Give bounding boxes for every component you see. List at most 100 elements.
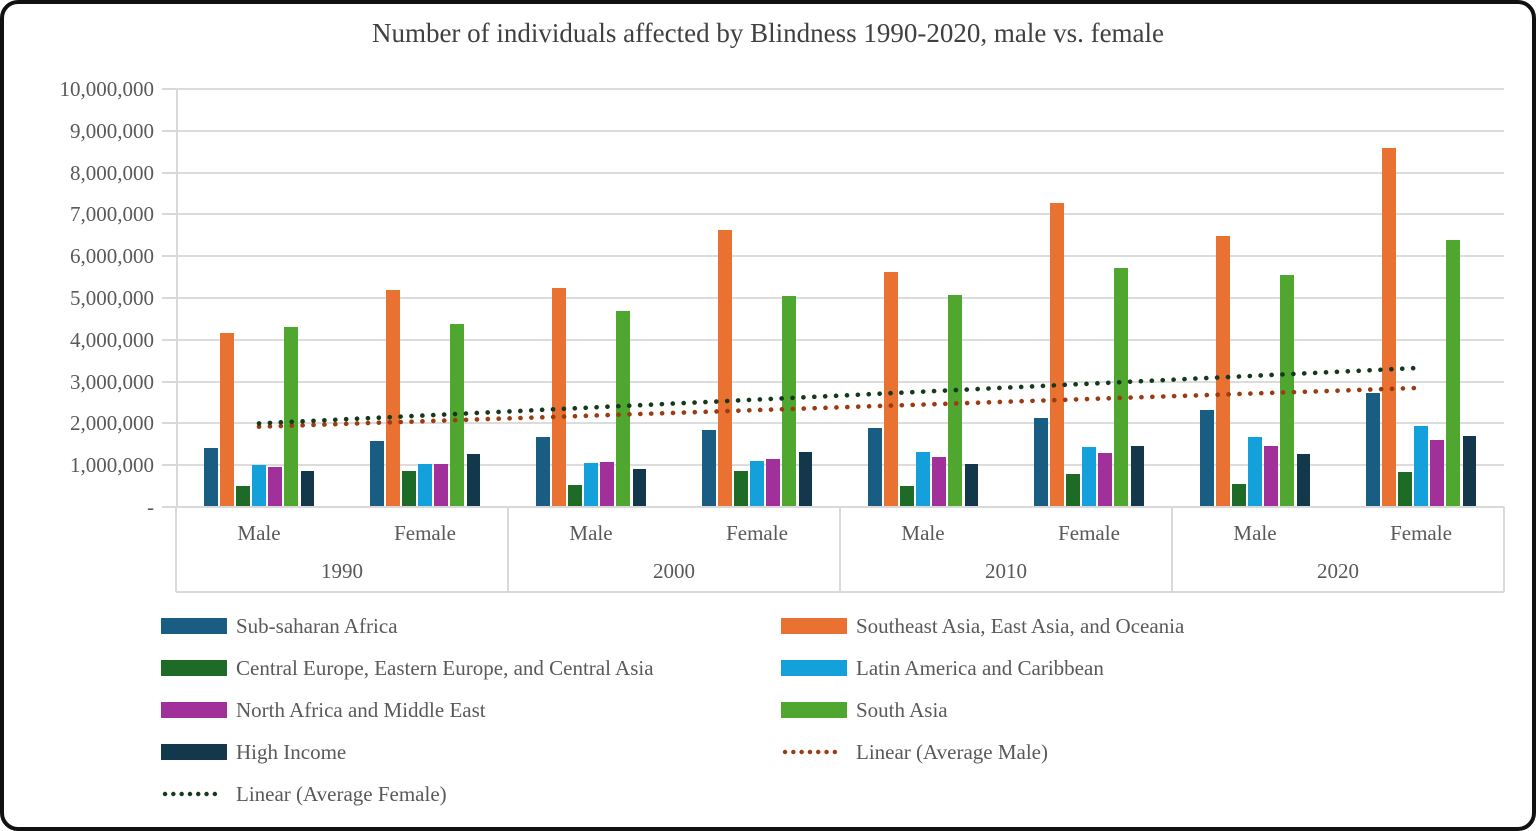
x-axis-subgroup-label: Female	[1390, 521, 1452, 545]
bar-high-income-2000-male	[632, 469, 646, 507]
bar-south-asia-2010-female	[1114, 267, 1128, 507]
trendline-linear-average-male	[256, 385, 1424, 430]
x-axis-subgroup-label: Male	[901, 521, 945, 545]
bar-central-europe-eastern-europe-and-central-asia-2020-male	[1232, 483, 1246, 507]
y-axis-label: 3,000,000	[70, 369, 154, 394]
legend-central-europe-eastern-europe-and-central-asia-label: Central Europe, Eastern Europe, and Cent…	[236, 656, 654, 680]
bar-latin-america-and-caribbean-2020-male	[1248, 436, 1262, 507]
gridline	[176, 213, 1504, 216]
y-axis-label: 4,000,000	[70, 327, 154, 352]
gridline	[176, 88, 1504, 90]
bar-south-asia-2020-female	[1446, 240, 1460, 507]
bar-north-africa-and-middle-east-1990-male	[268, 467, 282, 507]
legend-high-income-label: High Income	[236, 740, 347, 764]
y-axis-tick	[162, 255, 176, 258]
x-axis-group-divider	[839, 507, 841, 592]
bar-high-income-2010-female	[1130, 445, 1144, 507]
bar-north-africa-and-middle-east-2000-female	[766, 458, 780, 507]
bar-sub-saharan-africa-1990-female	[370, 440, 384, 507]
bar-sub-saharan-africa-2020-female	[1366, 392, 1380, 507]
bar-sub-saharan-africa-2010-female	[1034, 417, 1048, 507]
legend-southeast-asia-east-asia-and-oceania-label: Southeast Asia, East Asia, and Oceania	[856, 614, 1185, 638]
legend-north-africa-and-middle-east-swatch	[161, 702, 227, 718]
bar-sub-saharan-africa-2000-male	[536, 437, 550, 507]
bar-high-income-1990-male	[300, 470, 314, 507]
y-axis-label: 1,000,000	[70, 453, 154, 478]
legend-latin-america-and-caribbean-label: Latin America and Caribbean	[856, 656, 1104, 680]
y-axis-tick	[162, 422, 176, 425]
bar-high-income-2000-female	[798, 452, 812, 507]
bar-southeast-asia-east-asia-and-oceania-2020-male	[1216, 236, 1230, 507]
bar-sub-saharan-africa-2020-male	[1200, 409, 1214, 507]
y-axis-label: 6,000,000	[70, 244, 154, 269]
bar-central-europe-eastern-europe-and-central-asia-1990-female	[402, 471, 416, 507]
trendlines-overlay	[256, 365, 1424, 430]
x-axis-subgroup-label: Female	[1058, 521, 1120, 545]
bar-latin-america-and-caribbean-2020-female	[1414, 426, 1428, 507]
gridline	[176, 171, 1504, 174]
gridline	[176, 464, 1504, 467]
y-axis-tick	[162, 464, 176, 467]
x-axis-box-bottom	[176, 591, 1504, 593]
x-axis-subgroup-label: Male	[237, 521, 281, 545]
bar-north-africa-and-middle-east-2020-male	[1264, 446, 1278, 507]
x-axis-group-divider	[507, 507, 509, 592]
legend-linear-average-female-swatch	[162, 791, 226, 797]
bar-central-europe-eastern-europe-and-central-asia-2020-female	[1398, 471, 1412, 507]
y-axis-label: 8,000,000	[70, 160, 154, 185]
x-axis-group-divider	[175, 507, 177, 592]
y-axis-label: 10,000,000	[59, 77, 155, 101]
bar-latin-america-and-caribbean-1990-female	[418, 464, 432, 507]
bar-southeast-asia-east-asia-and-oceania-1990-female	[386, 289, 400, 507]
x-axis-year-label: 2010	[985, 559, 1027, 583]
bar-latin-america-and-caribbean-2010-male	[916, 452, 930, 507]
bar-south-asia-2020-male	[1280, 275, 1294, 507]
bar-southeast-asia-east-asia-and-oceania-1990-male	[220, 332, 234, 507]
bar-south-asia-2010-male	[948, 295, 962, 507]
bar-high-income-2010-male	[964, 464, 978, 507]
bar-south-asia-1990-female	[450, 323, 464, 507]
x-axis-subgroup-label: Female	[726, 521, 788, 545]
x-axis-subgroup-label: Female	[394, 521, 456, 545]
bar-latin-america-and-caribbean-1990-male	[252, 465, 266, 507]
legend-sub-saharan-africa-label: Sub-saharan Africa	[236, 614, 398, 638]
y-axis-label: -	[147, 495, 154, 519]
legend-south-asia-swatch	[781, 702, 847, 718]
bar-north-africa-and-middle-east-2010-female	[1098, 452, 1112, 507]
x-axis-year-label: 1990	[321, 559, 363, 583]
bar-south-asia-2000-male	[616, 310, 630, 507]
gridline	[176, 129, 1504, 132]
y-axis-label: 5,000,000	[70, 286, 154, 310]
bar-southeast-asia-east-asia-and-oceania-2000-female	[718, 229, 732, 507]
bar-central-europe-eastern-europe-and-central-asia-1990-male	[236, 486, 250, 507]
bar-latin-america-and-caribbean-2010-female	[1082, 447, 1096, 507]
legend-southeast-asia-east-asia-and-oceania-swatch	[781, 618, 847, 634]
y-axis-tick	[162, 171, 176, 174]
bar-southeast-asia-east-asia-and-oceania-2000-male	[552, 287, 566, 507]
bar-north-africa-and-middle-east-1990-female	[434, 463, 448, 507]
y-axis-label: 9,000,000	[70, 118, 154, 143]
bar-sub-saharan-africa-2000-female	[702, 429, 716, 507]
trendline-linear-average-female	[256, 365, 1424, 426]
bar-central-europe-eastern-europe-and-central-asia-2000-female	[734, 471, 748, 507]
y-axis-line	[176, 89, 178, 507]
gridline	[176, 297, 1504, 299]
x-axis-year-label: 2000	[653, 559, 695, 583]
legend-sub-saharan-africa-swatch	[161, 618, 227, 634]
bar-south-asia-1990-male	[284, 327, 298, 507]
gridline	[176, 338, 1504, 341]
bar-north-africa-and-middle-east-2010-male	[932, 456, 946, 507]
y-axis-tick	[162, 213, 176, 216]
bar-central-europe-eastern-europe-and-central-asia-2000-male	[568, 485, 582, 507]
gridline	[176, 422, 1504, 425]
bar-north-africa-and-middle-east-2000-male	[600, 461, 614, 507]
y-axis-tick	[162, 338, 176, 341]
bar-southeast-asia-east-asia-and-oceania-2010-male	[884, 272, 898, 507]
bar-high-income-1990-female	[466, 453, 480, 507]
bar-central-europe-eastern-europe-and-central-asia-2010-female	[1066, 473, 1080, 507]
legend-latin-america-and-caribbean-swatch	[781, 660, 847, 676]
bar-sub-saharan-africa-1990-male	[204, 447, 218, 507]
y-axis-tick	[162, 506, 176, 508]
legend-linear-average-male-swatch	[782, 749, 846, 755]
